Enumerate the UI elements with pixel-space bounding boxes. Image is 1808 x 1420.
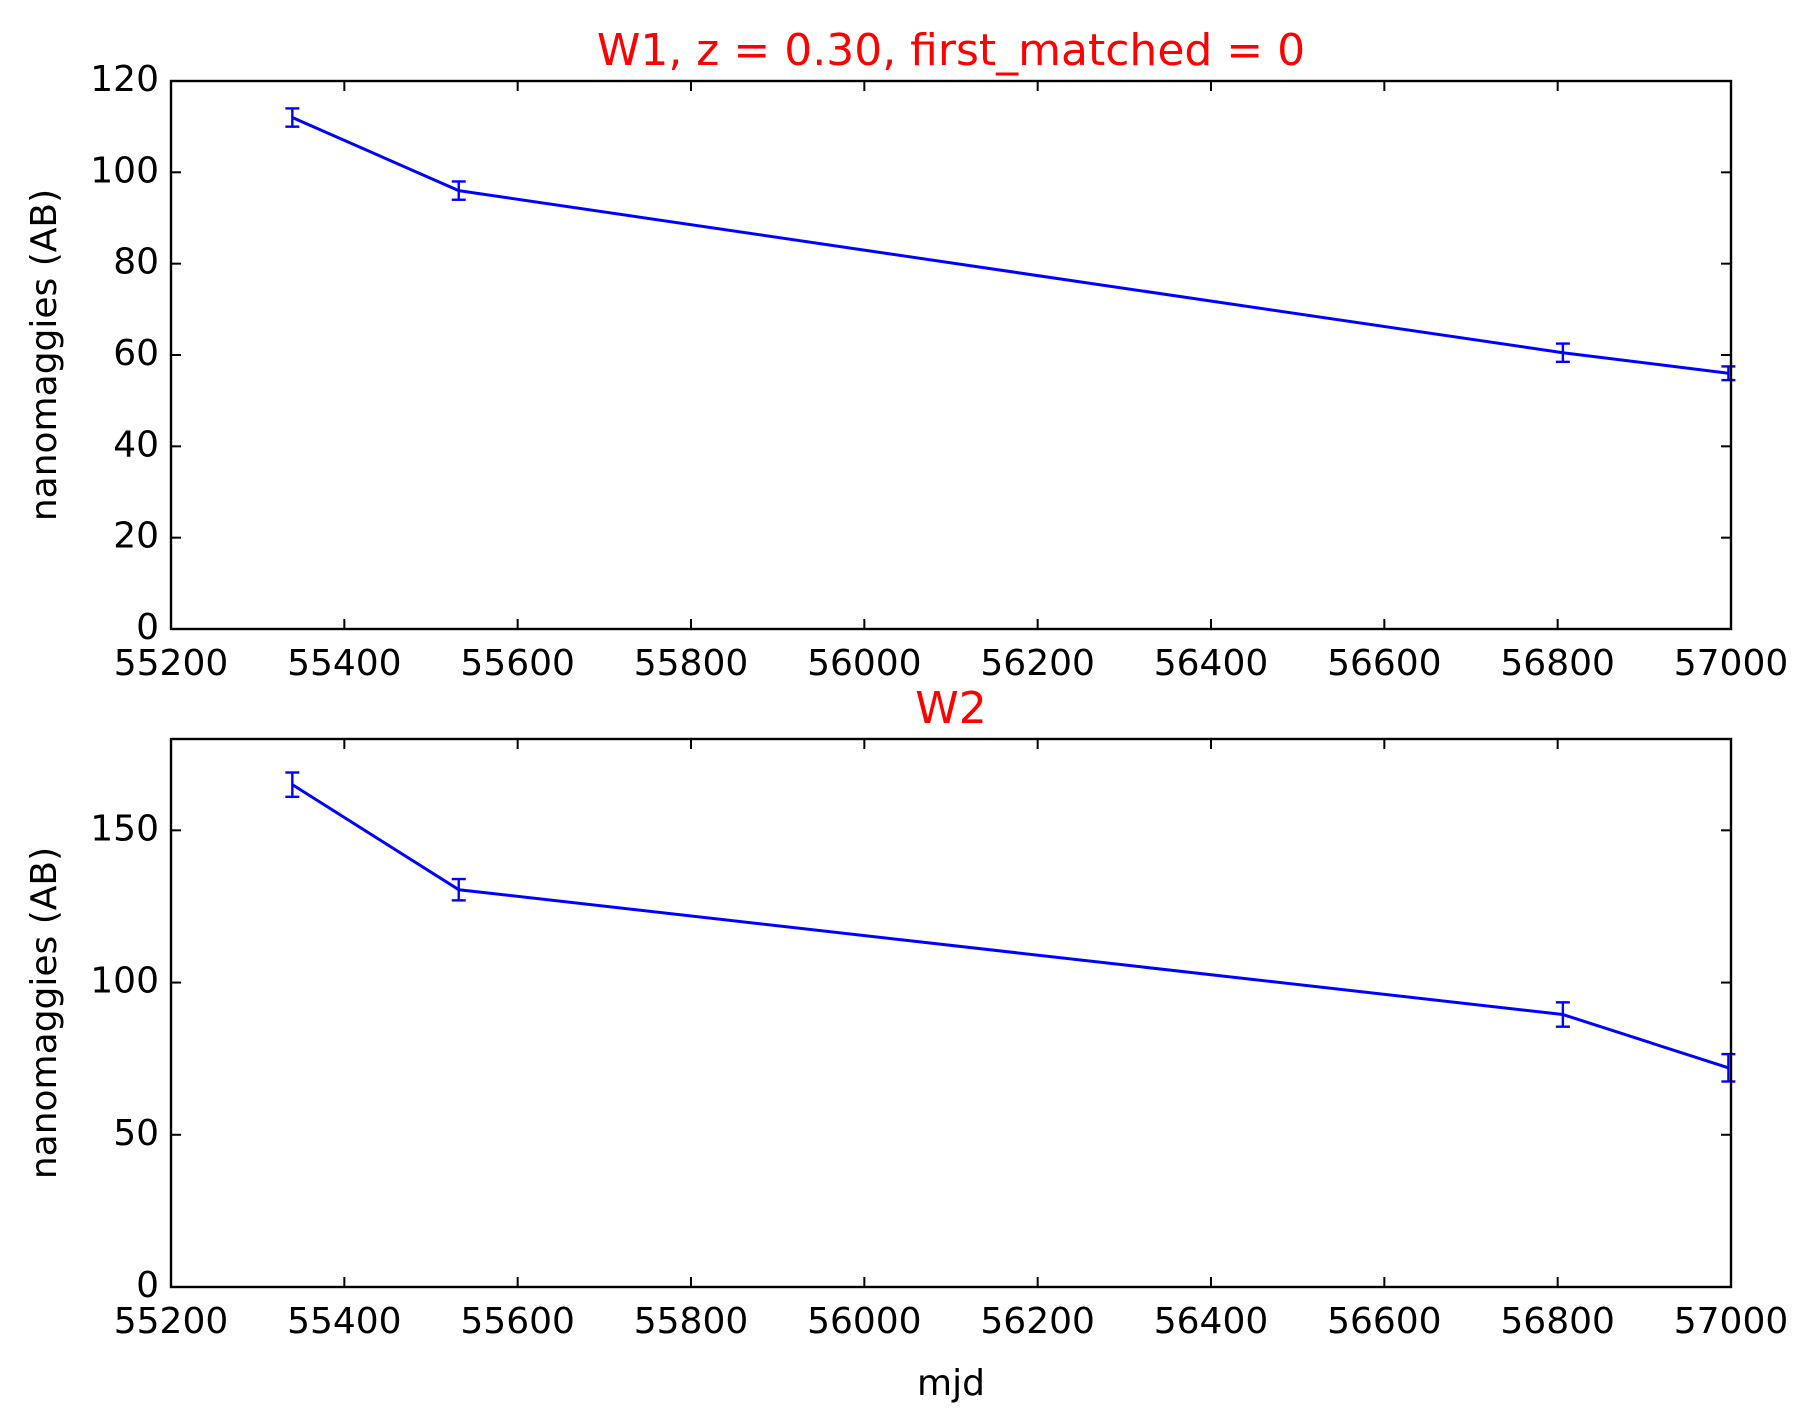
- error-bar: [1721, 1052, 1736, 1083]
- error-bar: [451, 180, 466, 201]
- x-tick-label: 56200: [980, 643, 1095, 684]
- x-tick-label: 56800: [1500, 643, 1615, 684]
- x-tick-label: 55800: [634, 1301, 749, 1342]
- axis-ticks: 55200 55400 55600 55800 56000 56200 56400 56600…: [90, 739, 1788, 1342]
- error-bar: [285, 771, 300, 799]
- x-tick-label: 56800: [1500, 1301, 1615, 1342]
- error-bar: [1555, 342, 1570, 364]
- y-tick-label: 100: [90, 150, 159, 191]
- x-axis-label: mjd: [917, 1363, 985, 1404]
- x-tick-label: 55400: [287, 1301, 402, 1342]
- series-line: [291, 783, 1729, 1070]
- y-tick-label: 20: [113, 516, 159, 557]
- x-tick-label: 56000: [807, 1301, 922, 1342]
- y-axis-label: nanomaggies (AB): [24, 847, 65, 1179]
- y-tick-label: 150: [90, 808, 159, 849]
- error-bar: [1721, 365, 1736, 382]
- axis-ticks: 55200 55400 55600 55800 56000 56200 56400 56600…: [90, 59, 1788, 684]
- error-bar: [1555, 1001, 1570, 1028]
- x-tick-label: 55600: [460, 1301, 575, 1342]
- x-tick-label: 55400: [287, 643, 402, 684]
- error-bar: [285, 107, 300, 128]
- x-tick-label: 56200: [980, 1301, 1095, 1342]
- y-axis-label: nanomaggies (AB): [24, 189, 65, 521]
- y-tick-label: 0: [136, 1265, 159, 1306]
- plot-marks: [285, 771, 1736, 1083]
- x-tick-label: 56000: [807, 643, 922, 684]
- y-tick-label: 50: [113, 1113, 159, 1154]
- x-tick-label: 55600: [460, 643, 575, 684]
- x-tick-label: 55800: [634, 643, 749, 684]
- x-tick-label: 57000: [1674, 643, 1789, 684]
- y-tick-label: 100: [90, 961, 159, 1002]
- plot-frame: [169, 79, 1733, 631]
- x-tick-label: 56400: [1154, 1301, 1269, 1342]
- error-bar: [451, 877, 466, 902]
- y-tick-label: 120: [90, 59, 159, 100]
- x-tick-label: 56400: [1154, 643, 1269, 684]
- x-tick-label: 55200: [114, 643, 229, 684]
- y-tick-label: 80: [113, 242, 159, 283]
- y-tick-label: 0: [136, 607, 159, 648]
- y-tick-label: 60: [113, 333, 159, 374]
- chart-title: W2: [915, 683, 987, 734]
- x-tick-label: 57000: [1674, 1301, 1789, 1342]
- x-tick-label: 56600: [1327, 643, 1442, 684]
- series-line: [291, 116, 1729, 375]
- panel-w1: W1, z = 0.30, first_matched = 0 nanomagg…: [24, 25, 1788, 684]
- plot-frame: [169, 737, 1733, 1289]
- chart-title: W1, z = 0.30, first_matched = 0: [597, 25, 1305, 76]
- panel-w2: W2 nanomaggies (AB) mjd 55200 55400 55600 5…: [24, 683, 1788, 1404]
- x-tick-label: 56600: [1327, 1301, 1442, 1342]
- x-tick-label: 55200: [114, 1301, 229, 1342]
- y-tick-label: 40: [113, 424, 159, 465]
- plot-marks: [285, 107, 1736, 382]
